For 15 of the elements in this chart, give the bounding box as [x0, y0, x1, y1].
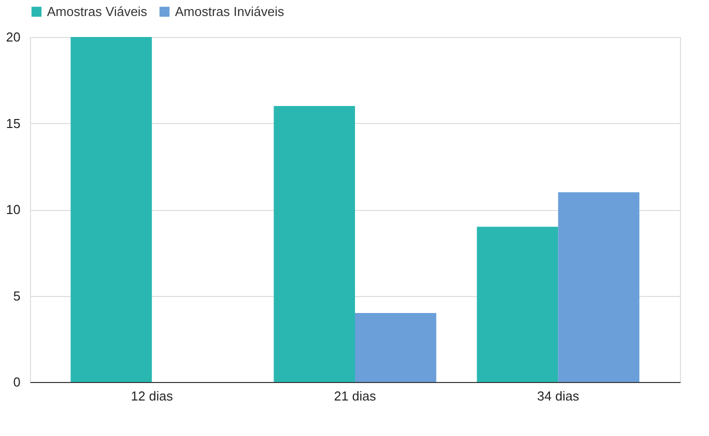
legend-label: Amostras Inviáveis [175, 4, 285, 19]
bar [558, 192, 640, 382]
bar [355, 313, 436, 382]
y-tick-label: 5 [13, 288, 20, 304]
y-tick-label: 10 [6, 202, 20, 217]
y-tick-label: 0 [13, 374, 20, 390]
bar [274, 106, 355, 382]
x-tick-label: 12 dias [130, 388, 174, 404]
y-tick-label: 20 [6, 30, 20, 44]
x-tick-label: 21 dias [334, 388, 376, 404]
bar [70, 37, 152, 382]
legend-label: Amostras Viáveis [47, 4, 148, 19]
x-tick-label: 34 dias [537, 388, 580, 404]
bar [476, 226, 558, 382]
y-tick-label: 15 [6, 116, 20, 131]
